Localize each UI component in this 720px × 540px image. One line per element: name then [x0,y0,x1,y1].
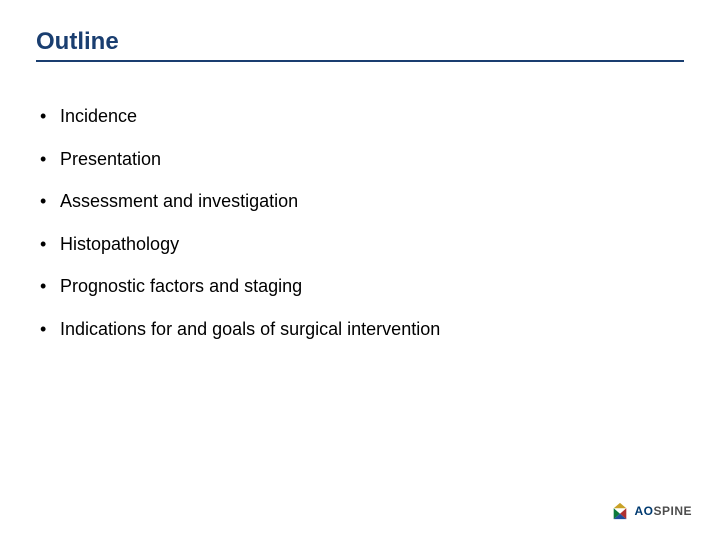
bullet-text: Presentation [60,149,684,171]
list-item: • Histopathology [38,234,684,256]
bullet-marker: • [38,234,60,256]
bullet-text: Prognostic factors and staging [60,276,684,298]
logo-triangle-top [614,503,627,508]
logo-text: AOSPINE [634,504,692,518]
bullet-marker: • [38,276,60,298]
slide-title: Outline [36,28,684,56]
footer-logo: AOSPINE [611,502,692,520]
slide-container: Outline • Incidence • Presentation • Ass… [0,0,720,540]
logo-spine-text: SPINE [653,504,692,518]
bullet-list: • Incidence • Presentation • Assessment … [36,106,684,341]
bullet-text: Histopathology [60,234,684,256]
logo-ao-text: AO [634,504,653,518]
list-item: • Indications for and goals of surgical … [38,319,684,341]
bullet-marker: • [38,191,60,213]
list-item: • Prognostic factors and staging [38,276,684,298]
bullet-marker: • [38,319,60,341]
bullet-marker: • [38,106,60,128]
title-underline [36,60,684,62]
bullet-text: Indications for and goals of surgical in… [60,319,684,341]
bullet-text: Assessment and investigation [60,191,684,213]
list-item: • Incidence [38,106,684,128]
list-item: • Presentation [38,149,684,171]
bullet-text: Incidence [60,106,684,128]
list-item: • Assessment and investigation [38,191,684,213]
bullet-marker: • [38,149,60,171]
aospine-globe-icon [611,502,629,520]
